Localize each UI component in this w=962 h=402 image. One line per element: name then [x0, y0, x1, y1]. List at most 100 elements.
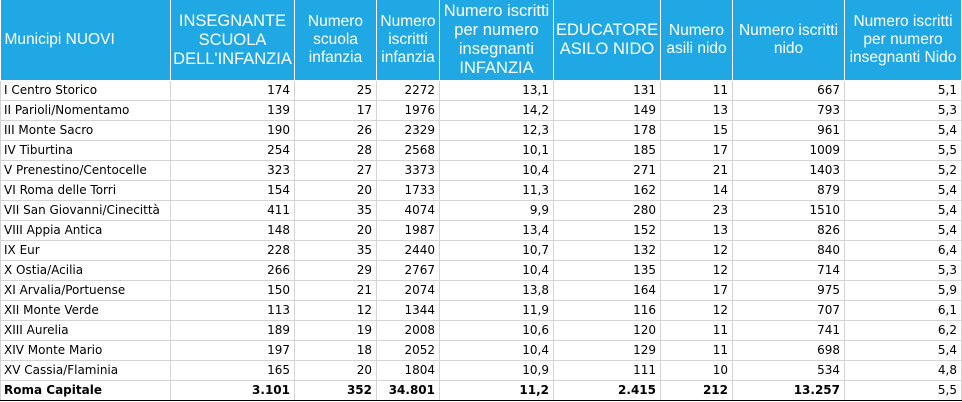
cell-insegnanti-infanzia[interactable]: 174 [170, 80, 295, 101]
cell-iscritti-nido[interactable]: 714 [732, 260, 845, 281]
cell-insegnanti-infanzia[interactable]: 228 [170, 240, 295, 261]
cell-rapporto-nido[interactable]: 6,4 [844, 240, 962, 261]
cell-rapporto-infanzia[interactable]: 10,4 [439, 260, 554, 281]
cell-rapporto-infanzia[interactable]: 13,8 [439, 280, 554, 301]
cell-educatori-nido[interactable]: 135 [553, 260, 661, 281]
cell-numero-scuole[interactable]: 35 [294, 240, 377, 261]
cell-iscritti-infanzia[interactable]: 2272 [376, 80, 440, 101]
cell-iscritti-infanzia[interactable]: 1344 [376, 300, 440, 321]
cell-iscritti-nido[interactable]: 826 [732, 220, 845, 241]
cell-numero-asili[interactable]: 23 [660, 200, 733, 221]
cell-numero-scuole[interactable]: 28 [294, 140, 377, 161]
cell-iscritti-infanzia[interactable]: 34.801 [376, 380, 440, 401]
cell-educatori-nido[interactable]: 131 [553, 80, 661, 101]
cell-numero-scuole[interactable]: 20 [294, 220, 377, 241]
cell-insegnanti-infanzia[interactable]: 197 [170, 340, 295, 361]
cell-numero-asili[interactable]: 11 [660, 80, 733, 101]
cell-iscritti-infanzia[interactable]: 4074 [376, 200, 440, 221]
cell-insegnanti-infanzia[interactable]: 165 [170, 360, 295, 381]
cell-numero-scuole[interactable]: 25 [294, 80, 377, 101]
cell-rapporto-nido[interactable]: 6,1 [844, 300, 962, 321]
cell-numero-asili[interactable]: 12 [660, 240, 733, 261]
cell-rapporto-nido[interactable]: 4,8 [844, 360, 962, 381]
cell-numero-asili[interactable]: 13 [660, 220, 733, 241]
cell-rapporto-nido[interactable]: 5,5 [844, 140, 962, 161]
cell-iscritti-nido[interactable]: 961 [732, 120, 845, 141]
cell-municipio-name[interactable]: IV Tiburtina [0, 140, 171, 161]
cell-numero-scuole[interactable]: 20 [294, 180, 377, 201]
cell-educatori-nido[interactable]: 116 [553, 300, 661, 321]
cell-municipio-name[interactable]: XIV Monte Mario [0, 340, 171, 361]
cell-educatori-nido[interactable]: 178 [553, 120, 661, 141]
cell-numero-scuole[interactable]: 29 [294, 260, 377, 281]
cell-rapporto-infanzia[interactable]: 14,2 [439, 100, 554, 121]
cell-numero-asili[interactable]: 14 [660, 180, 733, 201]
col-header-iscritti-nido[interactable]: Numero iscritti nido [732, 0, 845, 81]
cell-municipio-name[interactable]: IX Eur [0, 240, 171, 261]
cell-numero-asili[interactable]: 17 [660, 140, 733, 161]
cell-rapporto-nido[interactable]: 6,2 [844, 320, 962, 341]
cell-numero-scuole[interactable]: 27 [294, 160, 377, 181]
cell-insegnanti-infanzia[interactable]: 190 [170, 120, 295, 141]
cell-insegnanti-infanzia[interactable]: 148 [170, 220, 295, 241]
cell-numero-asili[interactable]: 12 [660, 260, 733, 281]
cell-numero-scuole[interactable]: 17 [294, 100, 377, 121]
cell-rapporto-nido[interactable]: 5,3 [844, 260, 962, 281]
cell-rapporto-infanzia[interactable]: 10,6 [439, 320, 554, 341]
cell-insegnanti-infanzia[interactable]: 3.101 [170, 380, 295, 401]
cell-rapporto-infanzia[interactable]: 11,9 [439, 300, 554, 321]
cell-numero-asili[interactable]: 21 [660, 160, 733, 181]
cell-municipio-name[interactable]: VIII Appia Antica [0, 220, 171, 241]
cell-numero-asili[interactable]: 17 [660, 280, 733, 301]
cell-iscritti-infanzia[interactable]: 2767 [376, 260, 440, 281]
cell-numero-scuole[interactable]: 19 [294, 320, 377, 341]
cell-municipio-name[interactable]: III Monte Sacro [0, 120, 171, 141]
cell-rapporto-infanzia[interactable]: 12,3 [439, 120, 554, 141]
cell-iscritti-nido[interactable]: 1403 [732, 160, 845, 181]
cell-iscritti-infanzia[interactable]: 2052 [376, 340, 440, 361]
cell-iscritti-nido[interactable]: 840 [732, 240, 845, 261]
cell-iscritti-nido[interactable]: 975 [732, 280, 845, 301]
cell-municipio-name[interactable]: XI Arvalia/Portuense [0, 280, 171, 301]
cell-municipio-name[interactable]: VI Roma delle Torri [0, 180, 171, 201]
cell-iscritti-nido[interactable]: 534 [732, 360, 845, 381]
cell-educatori-nido[interactable]: 280 [553, 200, 661, 221]
cell-numero-scuole[interactable]: 21 [294, 280, 377, 301]
cell-iscritti-nido[interactable]: 1510 [732, 200, 845, 221]
col-header-numero-asili[interactable]: Numero asili nido [660, 0, 733, 81]
cell-rapporto-nido[interactable]: 5,1 [844, 80, 962, 101]
cell-educatori-nido[interactable]: 162 [553, 180, 661, 201]
cell-numero-asili[interactable]: 11 [660, 320, 733, 341]
cell-iscritti-nido[interactable]: 13.257 [732, 380, 845, 401]
cell-educatori-nido[interactable]: 132 [553, 240, 661, 261]
cell-numero-asili[interactable]: 12 [660, 300, 733, 321]
cell-municipio-name[interactable]: XII Monte Verde [0, 300, 171, 321]
cell-rapporto-nido[interactable]: 5,4 [844, 200, 962, 221]
cell-rapporto-infanzia[interactable]: 9,9 [439, 200, 554, 221]
cell-iscritti-infanzia[interactable]: 1804 [376, 360, 440, 381]
cell-insegnanti-infanzia[interactable]: 266 [170, 260, 295, 281]
cell-municipio-name[interactable]: Roma Capitale [0, 380, 171, 401]
cell-insegnanti-infanzia[interactable]: 139 [170, 100, 295, 121]
cell-numero-scuole[interactable]: 35 [294, 200, 377, 221]
cell-iscritti-nido[interactable]: 707 [732, 300, 845, 321]
col-header-municipi[interactable]: Municipi NUOVI [0, 0, 171, 81]
cell-iscritti-nido[interactable]: 879 [732, 180, 845, 201]
cell-iscritti-infanzia[interactable]: 2568 [376, 140, 440, 161]
cell-insegnanti-infanzia[interactable]: 150 [170, 280, 295, 301]
cell-iscritti-infanzia[interactable]: 1733 [376, 180, 440, 201]
cell-municipio-name[interactable]: X Ostia/Acilia [0, 260, 171, 281]
cell-educatori-nido[interactable]: 152 [553, 220, 661, 241]
cell-educatori-nido[interactable]: 129 [553, 340, 661, 361]
cell-rapporto-nido[interactable]: 5,4 [844, 180, 962, 201]
col-header-rapporto-nido[interactable]: Numero iscritti per numero insegnanti Ni… [844, 0, 962, 81]
cell-iscritti-infanzia[interactable]: 1976 [376, 100, 440, 121]
cell-iscritti-nido[interactable]: 1009 [732, 140, 845, 161]
cell-municipio-name[interactable]: II Parioli/Nomentamo [0, 100, 171, 121]
cell-insegnanti-infanzia[interactable]: 411 [170, 200, 295, 221]
cell-numero-asili[interactable]: 212 [660, 380, 733, 401]
cell-rapporto-infanzia[interactable]: 10,9 [439, 360, 554, 381]
cell-numero-scuole[interactable]: 18 [294, 340, 377, 361]
col-header-iscritti-infanzia[interactable]: Numero iscritti infanzia [376, 0, 440, 81]
cell-municipio-name[interactable]: XIII Aurelia [0, 320, 171, 341]
